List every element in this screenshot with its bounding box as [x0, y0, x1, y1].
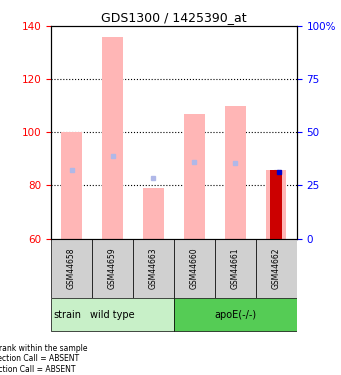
Text: percentile rank within the sample: percentile rank within the sample: [0, 344, 87, 353]
Bar: [266, 170, 286, 238]
Text: GSM44663: GSM44663: [149, 248, 158, 289]
Bar: [225, 106, 246, 238]
Text: strain: strain: [54, 310, 81, 320]
Bar: [270, 170, 282, 238]
FancyBboxPatch shape: [51, 238, 92, 298]
FancyBboxPatch shape: [174, 238, 215, 298]
Title: GDS1300 / 1425390_at: GDS1300 / 1425390_at: [101, 11, 247, 24]
Text: rank, Detection Call = ABSENT: rank, Detection Call = ABSENT: [0, 364, 75, 374]
FancyBboxPatch shape: [256, 238, 297, 298]
Text: GSM44658: GSM44658: [67, 248, 76, 289]
FancyBboxPatch shape: [174, 298, 297, 331]
Text: GSM44662: GSM44662: [272, 248, 281, 289]
FancyBboxPatch shape: [92, 238, 133, 298]
FancyBboxPatch shape: [51, 298, 174, 331]
Text: wild type: wild type: [90, 310, 135, 320]
Bar: [102, 37, 123, 238]
Text: GSM44659: GSM44659: [108, 248, 117, 289]
Text: GSM44660: GSM44660: [190, 248, 199, 289]
Text: apoE(-/-): apoE(-/-): [214, 310, 256, 320]
FancyBboxPatch shape: [133, 238, 174, 298]
Text: GSM44661: GSM44661: [231, 248, 240, 289]
Bar: [143, 188, 164, 238]
Bar: [61, 132, 82, 238]
Text: value, Detection Call = ABSENT: value, Detection Call = ABSENT: [0, 354, 79, 363]
Bar: [184, 114, 205, 238]
FancyBboxPatch shape: [215, 238, 256, 298]
